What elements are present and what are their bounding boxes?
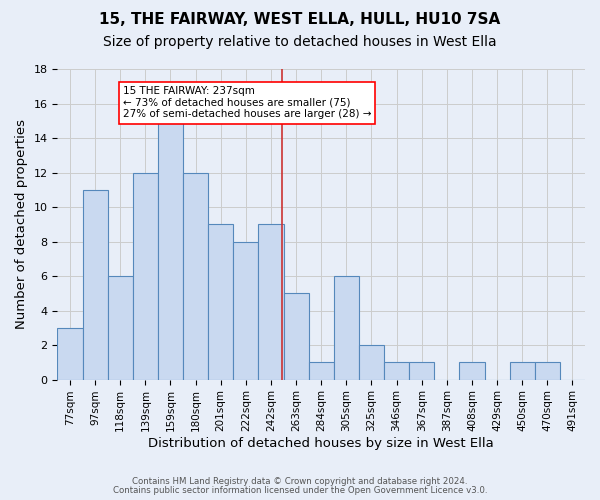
Text: Contains HM Land Registry data © Crown copyright and database right 2024.: Contains HM Land Registry data © Crown c… (132, 477, 468, 486)
Bar (284, 294, 308, 380)
Text: 15 THE FAIRWAY: 237sqm
← 73% of detached houses are smaller (75)
27% of semi-det: 15 THE FAIRWAY: 237sqm ← 73% of detached… (123, 86, 371, 120)
Bar (183, 172, 208, 380)
Bar (359, 345, 384, 380)
Bar (509, 362, 535, 380)
Bar (409, 362, 434, 380)
Bar (233, 242, 259, 380)
X-axis label: Distribution of detached houses by size in West Ella: Distribution of detached houses by size … (148, 437, 494, 450)
Bar (208, 224, 233, 380)
Y-axis label: Number of detached properties: Number of detached properties (15, 120, 28, 330)
Bar (158, 121, 183, 380)
Bar (384, 362, 409, 380)
Bar (83, 190, 107, 380)
Bar (334, 276, 359, 380)
Text: Size of property relative to detached houses in West Ella: Size of property relative to detached ho… (103, 35, 497, 49)
Bar (107, 276, 133, 380)
Bar (259, 224, 284, 380)
Text: Contains public sector information licensed under the Open Government Licence v3: Contains public sector information licen… (113, 486, 487, 495)
Bar (133, 172, 158, 380)
Bar (535, 362, 560, 380)
Bar (460, 362, 485, 380)
Bar (58, 328, 83, 380)
Bar (308, 362, 334, 380)
Text: 15, THE FAIRWAY, WEST ELLA, HULL, HU10 7SA: 15, THE FAIRWAY, WEST ELLA, HULL, HU10 7… (100, 12, 500, 28)
